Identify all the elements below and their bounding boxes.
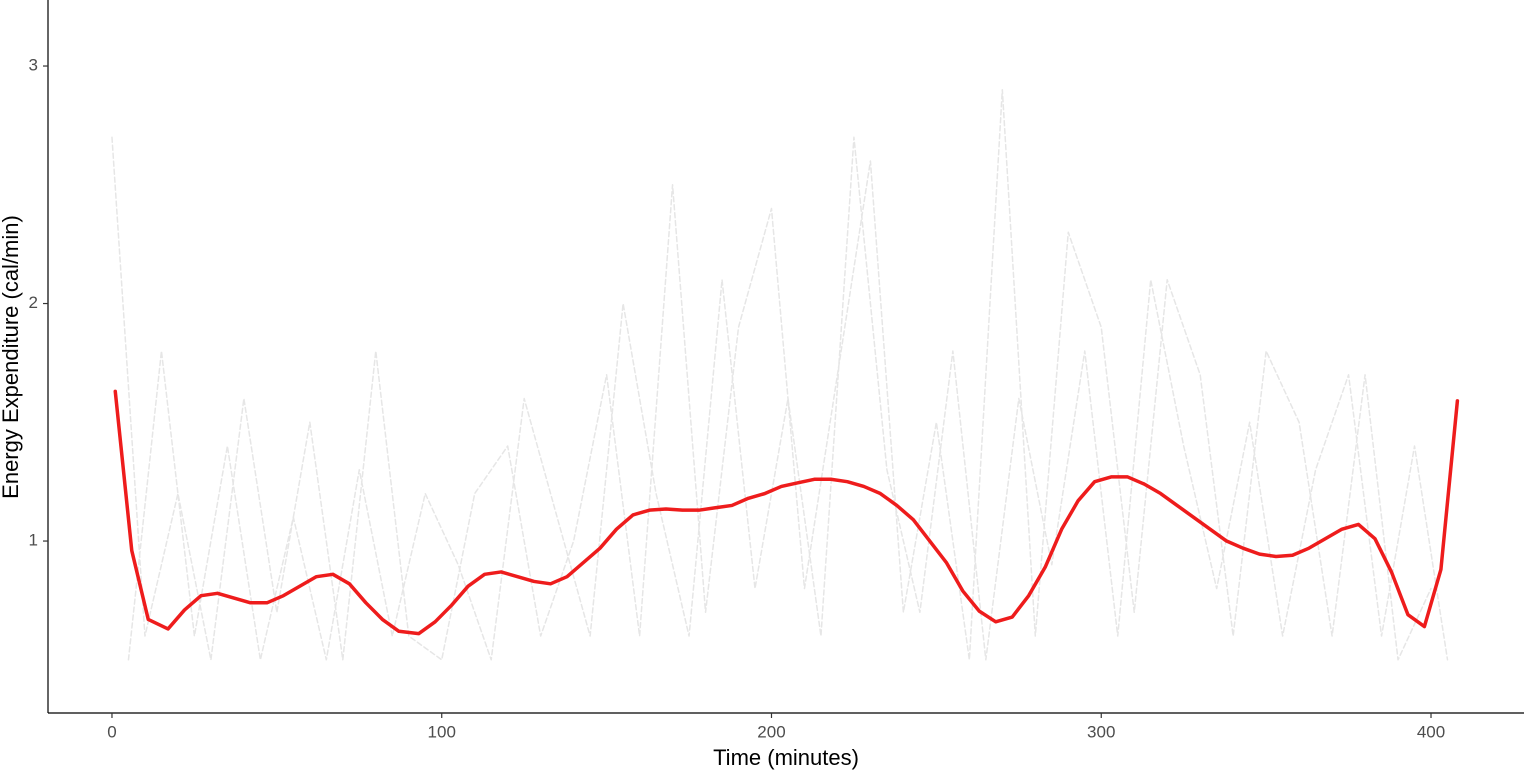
x-axis-title: Time (minutes) — [713, 745, 859, 770]
x-tick-label: 200 — [757, 722, 785, 741]
y-tick-label: 3 — [29, 56, 38, 75]
y-tick-label: 1 — [29, 531, 38, 550]
background-trace — [127, 136, 1449, 661]
y-axis-title: Energy Expenditure (cal/min) — [0, 215, 23, 499]
x-tick-label: 0 — [107, 722, 116, 741]
smooth-line — [113, 389, 1460, 636]
x-tick-label: 300 — [1087, 722, 1115, 741]
background-trace — [111, 89, 1432, 661]
x-tick-label: 400 — [1417, 722, 1445, 741]
x-tick-label: 100 — [428, 722, 456, 741]
y-tick-label: 2 — [29, 293, 38, 312]
